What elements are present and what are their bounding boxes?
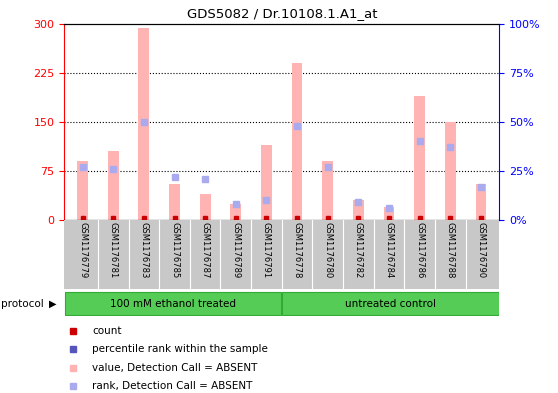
Text: GSM1176781: GSM1176781 xyxy=(109,222,118,278)
Bar xyxy=(138,28,149,220)
Bar xyxy=(353,200,364,220)
Bar xyxy=(200,194,210,220)
Bar xyxy=(261,145,272,220)
Text: untreated control: untreated control xyxy=(345,299,436,309)
Bar xyxy=(77,161,88,220)
Bar xyxy=(323,161,333,220)
Bar xyxy=(445,122,456,220)
Text: GSM1176790: GSM1176790 xyxy=(477,222,485,278)
Text: value, Detection Call = ABSENT: value, Detection Call = ABSENT xyxy=(93,363,258,373)
Bar xyxy=(282,292,499,315)
Text: ▶: ▶ xyxy=(49,299,56,309)
Text: 100 mM ethanol treated: 100 mM ethanol treated xyxy=(110,299,236,309)
Bar xyxy=(169,184,180,220)
Bar xyxy=(292,63,302,220)
Bar xyxy=(108,151,118,220)
Bar xyxy=(384,207,395,220)
Text: rank, Detection Call = ABSENT: rank, Detection Call = ABSENT xyxy=(93,381,253,391)
Text: GSM1176782: GSM1176782 xyxy=(354,222,363,278)
Text: GSM1176789: GSM1176789 xyxy=(232,222,240,278)
Text: GSM1176783: GSM1176783 xyxy=(140,222,148,279)
Text: percentile rank within the sample: percentile rank within the sample xyxy=(93,344,268,354)
Bar xyxy=(65,292,281,315)
Text: GSM1176780: GSM1176780 xyxy=(323,222,332,278)
Text: GSM1176779: GSM1176779 xyxy=(78,222,87,278)
Text: GSM1176788: GSM1176788 xyxy=(446,222,455,279)
Bar xyxy=(475,184,487,220)
Title: GDS5082 / Dr.10108.1.A1_at: GDS5082 / Dr.10108.1.A1_at xyxy=(186,7,377,20)
Text: protocol: protocol xyxy=(1,299,44,309)
Text: GSM1176786: GSM1176786 xyxy=(415,222,424,279)
Bar xyxy=(415,95,425,220)
Text: GSM1176785: GSM1176785 xyxy=(170,222,179,278)
Bar xyxy=(230,204,241,220)
Text: GSM1176784: GSM1176784 xyxy=(384,222,393,278)
Text: count: count xyxy=(93,326,122,336)
Text: GSM1176791: GSM1176791 xyxy=(262,222,271,278)
Text: GSM1176787: GSM1176787 xyxy=(201,222,210,279)
Text: GSM1176778: GSM1176778 xyxy=(292,222,302,279)
